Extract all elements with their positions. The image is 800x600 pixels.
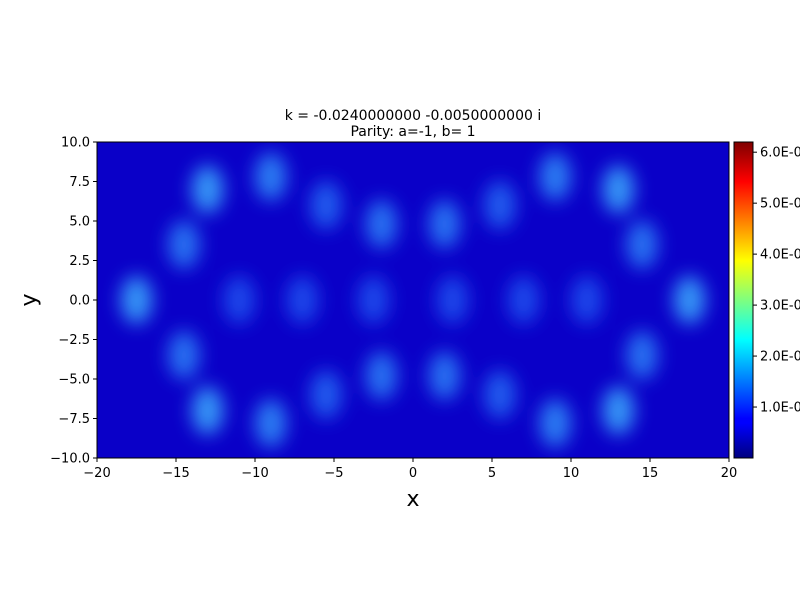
x-tick-label: −15 [162,466,189,481]
colorbar-tick-label: 6.0E-0 [760,146,800,161]
x-tick-label: −5 [324,466,343,481]
colorbar: 1.0E-0 2.0E-0 3.0E-0 4.0E-0 5.0E-0 6.0E-0 [733,141,800,459]
x-axis-label: x [406,487,419,512]
heatmap-hotspots [120,152,706,448]
x-tick-label: −20 [83,466,110,481]
heatmap-hotspot [120,276,153,324]
x-axis-ticks: −20 −15 −10 −5 0 5 10 15 20 [83,458,737,481]
y-tick-label: 10.0 [61,136,90,151]
colorbar-tick-label: 1.0E-0 [760,401,800,416]
heatmap-hotspot [483,370,516,419]
heatmap-hotspot [483,181,516,230]
heatmap-hotspot [436,276,469,324]
heatmap-hotspot [167,220,200,269]
x-tick-label: 5 [488,466,496,481]
y-tick-label: 2.5 [69,254,90,269]
heatmap-hotspot [191,386,224,435]
x-tick-label: −10 [241,466,268,481]
colorbar-frame [733,141,754,459]
heatmap-hotspot [570,276,603,324]
heatmap-hotspot [191,165,224,214]
colorbar-tick-label: 5.0E-0 [760,197,800,212]
heatmap-hotspot [167,331,200,380]
heatmap-hotspot [254,399,287,448]
heatmap-hotspot [626,220,659,269]
heatmap-hotspot [254,152,287,201]
heatmap-hotspot [428,200,461,249]
heatmap-hotspot [365,351,398,400]
y-tick-label: −10.0 [50,452,90,467]
chart-title-line1: k = -0.0240000000 -0.0050000000 i [285,108,542,124]
heatmap-hotspot [310,181,343,230]
colorbar-ticks: 1.0E-0 2.0E-0 3.0E-0 4.0E-0 5.0E-0 6.0E-0 [753,146,800,416]
heatmap-hotspot [507,276,540,324]
chart-title-line2: Parity: a=-1, b= 1 [350,124,475,140]
heatmap-hotspot [539,152,572,201]
colorbar-tick-label: 3.0E-0 [760,299,800,314]
y-tick-label: 5.0 [69,215,90,230]
x-tick-label: 20 [721,466,738,481]
heatmap-hotspot [357,276,390,324]
heatmap-hotspot [310,370,343,419]
x-tick-label: 10 [563,466,580,481]
y-tick-label: −7.5 [58,412,90,427]
colorbar-tick-label: 4.0E-0 [760,248,800,263]
plot-area [96,141,730,459]
y-axis-label: y [17,293,42,306]
heatmap-hotspot [673,276,706,324]
y-tick-label: −2.5 [58,333,90,348]
x-tick-label: 0 [409,466,417,481]
colorbar-tick-label: 2.0E-0 [760,350,800,365]
colorbar-gradient [734,142,753,458]
y-tick-label: −5.0 [58,373,90,388]
heatmap-hotspot [428,351,461,400]
heatmap-hotspot [602,165,635,214]
heatmap-hotspot [602,386,635,435]
heatmap-hotspot [223,276,256,324]
y-tick-label: 7.5 [69,175,90,190]
y-axis-ticks: −10.0 −7.5 −5.0 −2.5 0.0 2.5 5.0 7.5 10.0 [50,136,97,467]
y-tick-label: 0.0 [69,294,90,309]
x-tick-label: 15 [642,466,659,481]
heatmap-hotspot [539,399,572,448]
heatmap-hotspot [286,276,319,324]
heatmap-hotspot [365,200,398,249]
heatmap-hotspot [626,331,659,380]
